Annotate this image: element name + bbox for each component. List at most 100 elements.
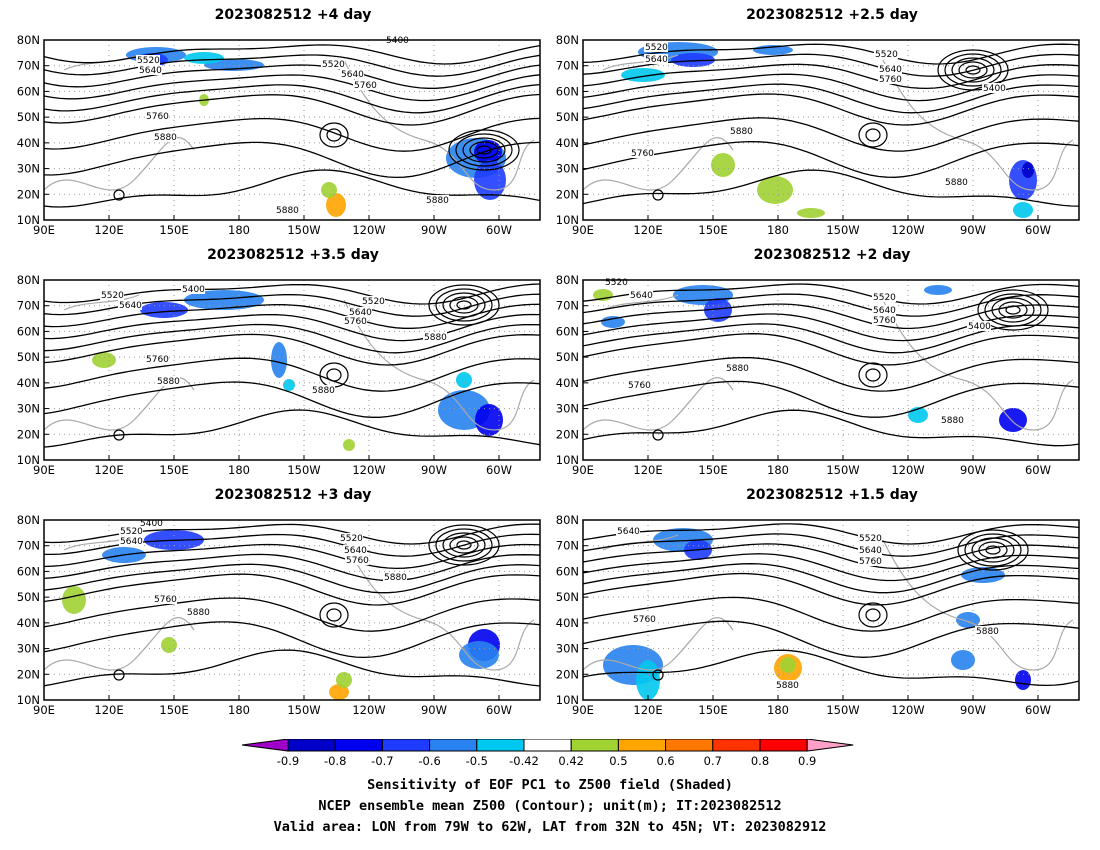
contour-label-bg [348, 307, 372, 317]
x-tick-label: 120W [352, 703, 385, 717]
closed-contour [448, 129, 520, 171]
y-tick-label: 20N [556, 427, 579, 441]
y-tick-label: 70N [17, 59, 40, 73]
colorbar-label: 0.9 [798, 754, 816, 768]
contour-label: 5880 [976, 627, 999, 637]
sensitivity-shade [271, 342, 287, 378]
x-tick-label: 180 [767, 703, 789, 717]
closed-contour [858, 122, 888, 148]
caption-line-1: Sensitivity of EOF PC1 to Z500 field (Sh… [367, 777, 733, 793]
coastline-arctic [63, 294, 140, 311]
y-tick-label: 30N [556, 642, 579, 656]
z500-contour [43, 597, 541, 632]
contour-label-bg [321, 59, 345, 69]
coastline-america [882, 299, 1074, 431]
x-tick-label: 90E [572, 223, 594, 237]
contour-label: 5400 [140, 519, 163, 529]
coastline-arctic [602, 294, 679, 311]
y-tick-label: 30N [17, 402, 40, 416]
contour-label: 5640 [341, 70, 364, 80]
contour-label-bg [604, 277, 628, 287]
y-tick-label: 70N [17, 539, 40, 553]
x-tick-label: 180 [228, 463, 250, 477]
z500-contour [43, 303, 541, 329]
map-svg-6: 564055205640576057605880588080N70N60N50N… [556, 513, 1080, 717]
z500-contour [582, 649, 1080, 687]
contour-label: 5520 [859, 534, 882, 544]
y-tick-label: 40N [17, 136, 40, 150]
z500-contour [582, 169, 1080, 207]
contour-label: 5400 [968, 322, 991, 332]
sensitivity-shade [62, 586, 86, 614]
map-frame [43, 39, 541, 221]
contour-label-bg [361, 296, 385, 306]
contour-label-bg [145, 354, 169, 364]
coastline-asia [582, 377, 734, 431]
contour-label-bg [343, 545, 367, 555]
sensitivity-shade [283, 379, 295, 391]
y-tick-label: 50N [17, 590, 40, 604]
z500-contour [43, 93, 541, 126]
z500-contour [43, 323, 541, 354]
closed-contour [858, 602, 888, 628]
x-tick-label: 180 [767, 223, 789, 237]
sensitivity-shade [757, 176, 793, 204]
closed-contour [326, 608, 342, 622]
panel-title-3: 2023082512 +3.5 day [207, 247, 379, 263]
contour-label-bg [119, 526, 143, 536]
z500-contour [43, 649, 541, 687]
z500-contour [582, 313, 1080, 342]
closed-contour [865, 128, 881, 142]
closed-contour [113, 429, 125, 441]
map-panel-1: 5400 5520 5640 5520 5640 5760 5760 5880 5880 5880… [17, 33, 541, 237]
sensitivity-shade [459, 641, 499, 669]
coastline-america [343, 59, 535, 191]
contour-label-bg [967, 321, 991, 331]
closed-contour [456, 300, 472, 310]
x-tick-label: 120W [891, 223, 924, 237]
contour-label: 5400 [182, 285, 205, 295]
sensitivity-shade [161, 637, 177, 653]
contour-label-bg [339, 533, 363, 543]
colorbar-label: -0.8 [324, 754, 346, 768]
colorbar-label: 0.5 [609, 754, 627, 768]
z500-contour [582, 93, 1080, 126]
contour-label-bg [136, 55, 160, 65]
sensitivity-shade [184, 52, 224, 64]
y-tick-label: 60N [17, 324, 40, 338]
z500-contour [582, 73, 1080, 102]
contour-label-bg [156, 376, 180, 386]
contour-label: 5520 [875, 50, 898, 60]
z500-contour [582, 543, 1080, 570]
closed-contour [442, 532, 486, 558]
closed-contour [971, 537, 1015, 563]
contour-label-bg [775, 680, 799, 690]
contour-label: 5880 [776, 681, 799, 691]
coastline-america [343, 539, 535, 671]
closed-contour [319, 362, 349, 388]
x-tick-label: 60W [486, 223, 512, 237]
x-tick-label: 90W [421, 703, 447, 717]
y-tick-label: 50N [556, 350, 579, 364]
colorbar-segment [334, 739, 383, 752]
colorbar-label: 0.7 [704, 754, 722, 768]
contour-label: 5640 [873, 306, 896, 316]
y-tick-label: 20N [17, 187, 40, 201]
closed-contour [326, 368, 342, 382]
x-tick-label: 120W [891, 703, 924, 717]
contour-label-bg [725, 363, 749, 373]
z500-contour [582, 117, 1080, 152]
y-tick-label: 30N [17, 642, 40, 656]
colorbar: -0.9 -0.8 -0.7 -0.6 -0.5 -0.42 0.42 0.5 0.6 0.7 0.… [241, 739, 854, 768]
closed-contour [652, 669, 664, 681]
z500-contour [43, 313, 541, 342]
x-tick-label: 120W [352, 223, 385, 237]
y-tick-label: 80N [556, 513, 579, 527]
contour-label-bg [878, 64, 902, 74]
z500-contour [582, 293, 1080, 317]
panel-title-4: 2023082512 +2 day [753, 247, 911, 263]
y-tick-label: 50N [556, 590, 579, 604]
colorbar-segment [287, 739, 336, 752]
contour-label: 5880 [384, 573, 407, 583]
contour-label-bg [982, 83, 1006, 93]
